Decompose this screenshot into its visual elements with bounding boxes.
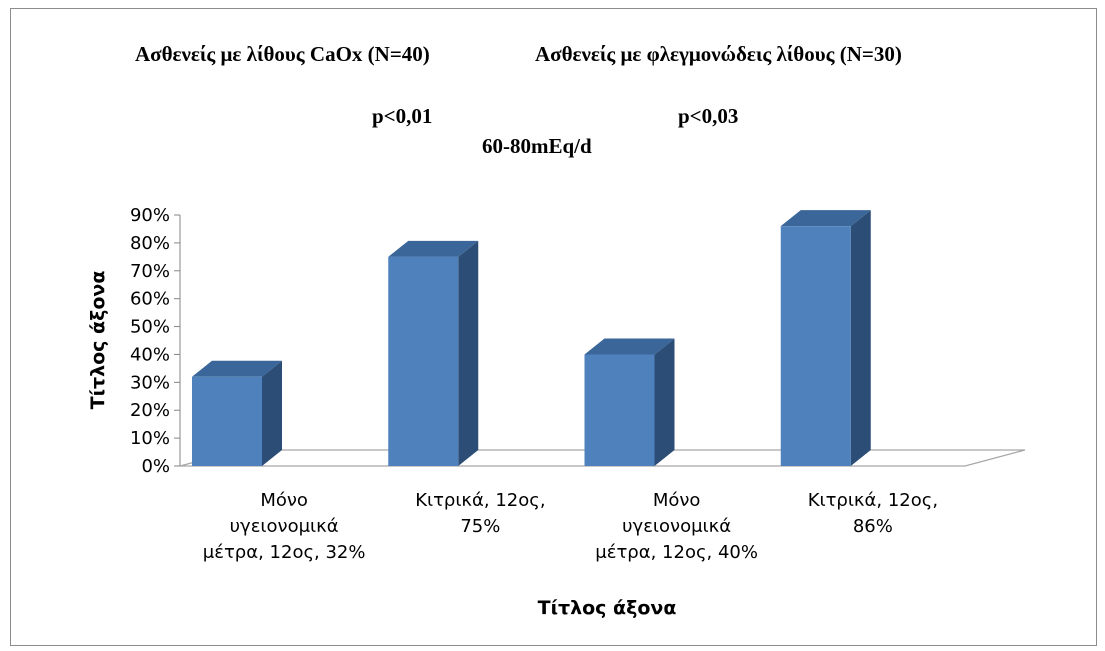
x-axis-title: Τίτλος άξονα [538,597,677,619]
bar [584,354,655,466]
y-axis-title: Τίτλος άξονα [87,271,109,410]
bar [192,376,262,466]
y-tick-label: 10% [130,428,170,449]
y-tick-label: 30% [130,372,170,393]
p-value-right: p<0,03 [678,104,739,128]
bar-top [780,210,871,227]
y-tick-label: 40% [130,344,170,365]
y-tick-label: 90% [130,205,170,226]
bar-side [262,360,282,466]
chart-area [10,8,1097,646]
x-category-label: Κιτρικά, 12ος, 75% [415,490,545,537]
bar-top [388,240,479,257]
y-tick-label: 0% [141,456,170,477]
bar-side [850,210,871,466]
x-category-label: Μόνο υγειονομικά μέτρα, 12ος, 40% [595,490,758,563]
bar [780,226,851,466]
y-tick-label: 60% [130,289,170,310]
p-value-left: p<0,01 [372,104,433,128]
dose-subtitle: 60-80mEq/d [482,134,592,158]
y-tick-label: 50% [130,317,170,338]
x-category-label: Κιτρικά, 12ος, 86% [808,490,938,537]
bar-top [192,360,282,377]
bar-side [458,240,479,466]
title-left: Ασθενείς με λίθους CaOx (N=40) [135,42,430,66]
y-tick-label: 70% [130,261,170,282]
y-tick-label: 80% [130,233,170,254]
bar [388,256,459,466]
bar-side [654,338,675,466]
y-tick-label: 20% [130,400,170,421]
title-right: Ασθενείς με φλεγμονώδεις λίθους (N=30) [535,42,902,66]
x-category-label: Μόνο υγειονομικά μέτρα, 12ος, 32% [203,490,366,563]
bar-top [584,338,675,355]
